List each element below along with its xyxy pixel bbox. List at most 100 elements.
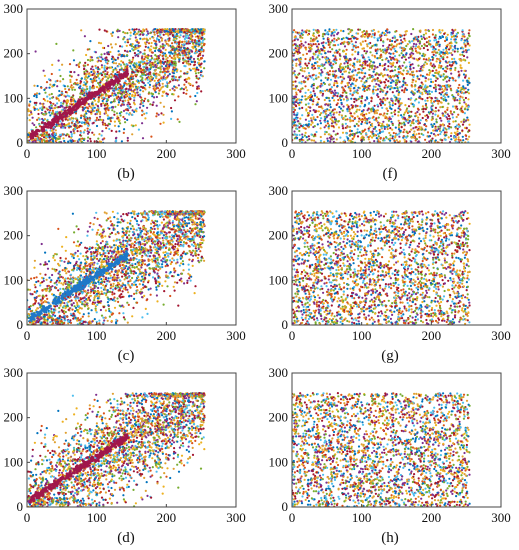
data-point — [382, 44, 385, 47]
data-point — [139, 33, 142, 36]
data-point — [48, 97, 52, 100]
data-point — [182, 29, 185, 32]
data-point — [322, 111, 325, 114]
data-point — [350, 140, 354, 143]
data-point — [124, 121, 127, 124]
data-point — [296, 136, 299, 139]
data-point — [197, 87, 200, 90]
data-point — [318, 65, 321, 68]
data-point — [64, 87, 67, 91]
data-point — [120, 67, 123, 70]
data-point — [155, 104, 158, 107]
data-point — [117, 71, 121, 74]
data-point — [106, 58, 109, 62]
data-point — [323, 63, 326, 66]
data-point — [43, 139, 46, 142]
data-point — [182, 61, 185, 65]
data-point — [348, 87, 351, 90]
data-point — [87, 103, 90, 106]
data-point — [298, 51, 301, 54]
data-point — [328, 109, 331, 112]
data-point — [332, 54, 335, 57]
data-point — [124, 99, 127, 102]
data-point — [455, 124, 458, 127]
data-point — [138, 86, 141, 89]
data-point — [31, 122, 34, 125]
data-point — [301, 106, 304, 109]
data-point — [331, 96, 334, 99]
data-point — [85, 90, 88, 93]
data-point — [295, 64, 298, 67]
data-point — [119, 87, 122, 90]
data-point — [445, 116, 448, 119]
data-point — [301, 29, 304, 32]
data-point — [119, 97, 122, 100]
data-point — [138, 93, 142, 96]
data-point — [317, 76, 320, 79]
data-point — [64, 118, 67, 121]
data-point — [389, 38, 392, 41]
data-point — [121, 89, 124, 92]
data-point — [47, 78, 51, 81]
data-point — [104, 110, 107, 113]
data-point — [90, 67, 93, 70]
data-point — [156, 32, 159, 35]
diagonal-series-point — [71, 111, 74, 115]
data-point — [314, 29, 317, 32]
data-point — [83, 129, 86, 132]
data-point — [65, 104, 68, 107]
diagonal-series-point — [105, 86, 108, 89]
data-point — [118, 119, 121, 122]
data-point — [98, 72, 101, 75]
data-point — [320, 79, 323, 82]
data-point — [369, 51, 372, 54]
data-point — [445, 80, 448, 83]
data-point — [389, 139, 392, 142]
data-point — [307, 88, 310, 92]
diagonal-series-point — [78, 101, 81, 105]
data-point — [84, 76, 87, 79]
data-point — [414, 126, 417, 129]
data-point — [141, 109, 144, 112]
data-point — [152, 72, 155, 75]
data-point — [72, 97, 75, 101]
data-point — [311, 113, 314, 116]
data-point — [42, 97, 45, 101]
data-point — [461, 29, 464, 32]
data-point — [173, 99, 177, 102]
data-point — [393, 47, 396, 51]
data-point — [28, 131, 31, 134]
data-point — [358, 108, 361, 111]
data-point — [434, 113, 437, 116]
data-point — [314, 67, 317, 70]
data-point — [98, 55, 101, 58]
data-point — [402, 54, 405, 57]
data-point — [448, 117, 451, 120]
data-point — [330, 91, 333, 95]
data-point — [344, 115, 347, 118]
data-point — [73, 88, 76, 91]
data-point — [379, 87, 382, 90]
data-point — [85, 73, 88, 76]
data-point — [440, 93, 443, 96]
data-point — [391, 75, 395, 78]
data-point — [113, 100, 116, 103]
data-point — [123, 84, 126, 87]
data-point — [430, 99, 433, 102]
data-point — [398, 132, 401, 135]
diagonal-series-point — [47, 125, 50, 129]
data-point — [461, 123, 465, 126]
data-point — [431, 102, 434, 105]
data-point — [315, 45, 319, 48]
diagonal-series-point — [42, 125, 46, 128]
data-point — [135, 110, 138, 113]
data-point — [104, 73, 107, 76]
data-point — [63, 106, 66, 109]
data-point — [107, 96, 110, 99]
data-point — [126, 136, 129, 140]
data-point — [159, 65, 162, 68]
data-point — [158, 30, 162, 33]
data-point — [460, 59, 463, 62]
data-point — [185, 60, 188, 63]
data-point — [81, 109, 85, 112]
